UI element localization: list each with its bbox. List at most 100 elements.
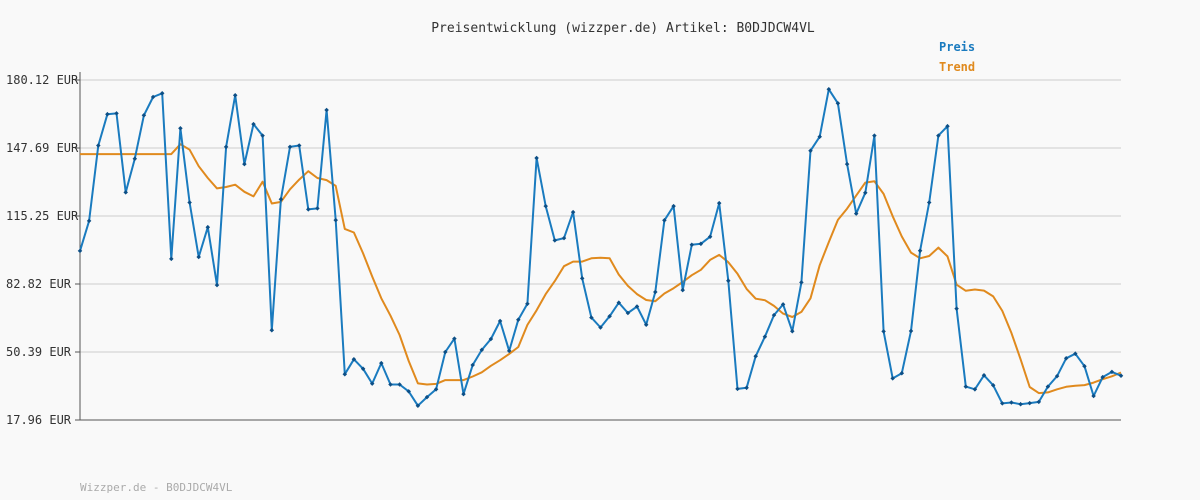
preis-point xyxy=(579,276,585,281)
preis-point xyxy=(415,403,421,408)
preis-point xyxy=(242,161,247,167)
preis-point xyxy=(214,282,220,288)
preis-point xyxy=(1091,393,1096,399)
preis-point xyxy=(881,329,886,334)
preis-point xyxy=(333,217,338,223)
preis-point xyxy=(744,385,749,391)
y-tick-label: 50.39 EUR xyxy=(6,345,72,359)
preis-point xyxy=(790,328,795,334)
preis-point xyxy=(196,254,201,260)
preis-point xyxy=(926,200,932,205)
preis-point xyxy=(1009,400,1014,405)
preis-point xyxy=(315,206,320,211)
preis-point xyxy=(762,334,768,339)
preis-point xyxy=(1054,373,1060,379)
preis-point xyxy=(114,111,119,116)
preis-point xyxy=(689,242,695,248)
preis-point xyxy=(616,300,622,305)
preis-point xyxy=(680,287,685,293)
preis-point xyxy=(972,387,978,392)
preis-point xyxy=(424,394,430,400)
preis-point xyxy=(461,391,466,397)
preis-point xyxy=(1100,374,1105,380)
preis-point xyxy=(625,310,631,316)
preis-point xyxy=(653,289,658,295)
preis-point xyxy=(506,348,512,354)
preis-point xyxy=(1063,356,1069,361)
preis-point xyxy=(963,384,969,389)
preis-point xyxy=(525,301,530,307)
y-axis-ticks: 180.12 EUR 147.69 EUR 115.25 EUR 82.82 EUR 5… xyxy=(6,73,80,427)
preis-point xyxy=(397,382,402,387)
preis-point xyxy=(269,327,275,333)
y-tick-label: 17.96 EUR xyxy=(6,413,72,427)
preis-point xyxy=(306,207,311,212)
preis-point xyxy=(716,200,722,206)
preis-point xyxy=(981,373,987,378)
preis-point xyxy=(497,318,503,324)
y-tick-label: 147.69 EUR xyxy=(6,141,79,155)
y-tick-label: 115.25 EUR xyxy=(6,209,79,223)
y-tick-label: 82.82 EUR xyxy=(6,277,72,291)
preis-point xyxy=(954,306,959,311)
preis-point xyxy=(1018,401,1023,407)
preis-point xyxy=(872,133,877,138)
preis-point xyxy=(771,312,777,318)
preis-point xyxy=(1027,400,1032,406)
preis-point xyxy=(908,328,914,334)
preis-point xyxy=(534,155,539,161)
preis-point xyxy=(433,387,439,392)
preis-point xyxy=(753,353,758,359)
preis-point xyxy=(488,336,494,342)
preis-point xyxy=(232,93,238,98)
preis-point xyxy=(890,376,895,381)
preis-point xyxy=(1118,373,1124,378)
footer-text: Wizzper.de - B0DJDCW4VL xyxy=(80,481,233,494)
preis-point xyxy=(543,203,548,209)
preis-point xyxy=(141,113,147,118)
legend-label-preis: Preis xyxy=(939,40,975,54)
preis-point xyxy=(1045,384,1051,389)
preis-point xyxy=(342,371,348,377)
preis-point xyxy=(96,143,101,148)
preis-point xyxy=(516,317,521,322)
preis-point xyxy=(1109,369,1115,375)
preis-point xyxy=(899,370,905,376)
preis-point xyxy=(844,161,850,167)
preis-point xyxy=(643,322,649,327)
preis-point xyxy=(598,325,603,330)
preis-point xyxy=(443,349,448,355)
preis-point xyxy=(86,218,92,224)
preis-point xyxy=(406,389,411,394)
preis-point xyxy=(552,238,558,243)
preis-point xyxy=(360,366,366,372)
trend-line xyxy=(80,143,1122,395)
preis-point xyxy=(1082,363,1087,369)
preis-point xyxy=(607,314,612,319)
preis-point xyxy=(287,144,293,150)
preis-point xyxy=(735,386,740,392)
preis-point xyxy=(205,224,211,230)
grid-lines xyxy=(80,79,1121,354)
preis-point xyxy=(479,347,485,353)
preis-point xyxy=(77,248,83,254)
preis-point xyxy=(917,248,923,253)
preis-point xyxy=(159,91,165,96)
preis-point xyxy=(388,382,393,387)
chart-title: Preisentwicklung (wizzper.de) Artikel: B… xyxy=(431,21,815,36)
preis-point xyxy=(1000,401,1005,406)
preis-point xyxy=(726,278,731,283)
preis-point xyxy=(780,302,786,307)
preis-point xyxy=(369,381,375,386)
preis-point xyxy=(990,383,996,388)
preis-point xyxy=(123,190,128,195)
preis-point xyxy=(470,362,475,368)
preis-point xyxy=(178,126,183,131)
preis-point xyxy=(634,304,640,309)
preis-point xyxy=(324,107,329,113)
preis-point xyxy=(452,336,457,341)
preis-point xyxy=(169,256,174,262)
legend-label-trend: Trend xyxy=(939,60,975,74)
y-tick-label: 180.12 EUR xyxy=(6,73,79,87)
